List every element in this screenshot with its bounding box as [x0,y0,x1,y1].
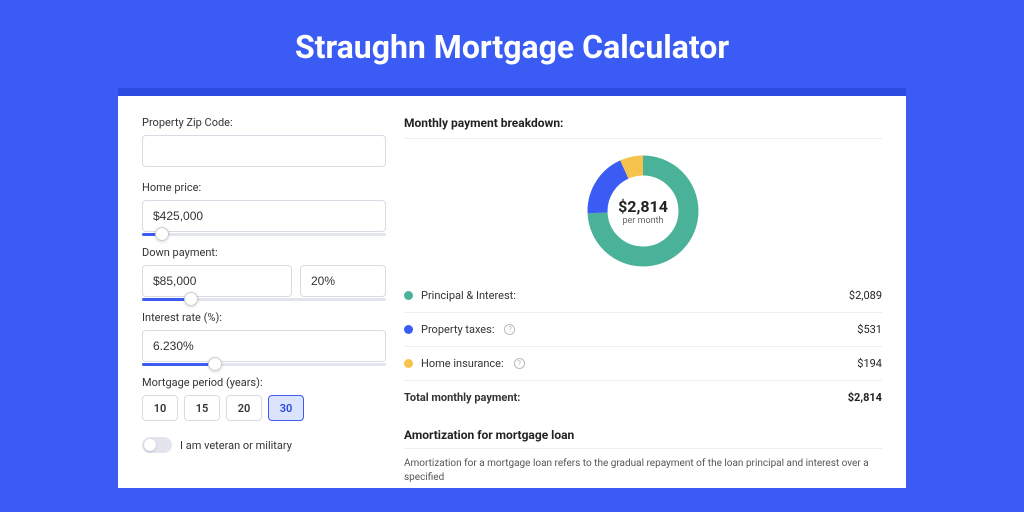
legend-row: Home insurance:? $194 [404,347,882,381]
zip-label: Property Zip Code: [142,116,386,129]
legend-dot [404,291,413,300]
legend-dot [404,325,413,334]
help-icon[interactable]: ? [504,324,515,335]
down-payment-label: Down payment: [142,246,386,259]
donut-sub: per month [622,216,663,226]
down-payment-field: Down payment: [142,246,386,297]
breakdown-heading: Monthly payment breakdown: [404,116,882,139]
page-title: Straughn Mortgage Calculator [0,0,1024,88]
total-label: Total monthly payment: [404,391,520,404]
home-price-slider[interactable] [142,233,386,236]
home-price-field: Home price: [142,181,386,232]
donut-amount: $2,814 [618,197,668,216]
help-icon[interactable]: ? [514,358,525,369]
legend-dot [404,359,413,368]
total-value: $2,814 [848,391,882,404]
interest-rate-slider[interactable] [142,363,386,366]
legend-value: $531 [857,323,882,336]
legend-label: Home insurance: [421,357,504,370]
down-payment-slider[interactable] [142,298,386,301]
zip-input[interactable] [142,135,386,167]
interest-rate-input[interactable] [142,330,386,362]
interest-rate-label: Interest rate (%): [142,311,386,324]
period-field: Mortgage period (years): 10152030 [142,376,386,421]
amortization-text: Amortization for a mortgage loan refers … [404,457,882,485]
down-payment-input[interactable] [142,265,292,297]
inputs-column: Property Zip Code: Home price: Down paym… [142,116,386,488]
amortization-heading: Amortization for mortgage loan [404,428,882,449]
donut-chart: $2,814 per month [404,139,882,279]
period-option-30[interactable]: 30 [268,395,304,421]
legend-value: $194 [857,357,882,370]
home-price-input[interactable] [142,200,386,232]
interest-rate-field: Interest rate (%): [142,311,386,362]
home-price-label: Home price: [142,181,386,194]
veteran-label: I am veteran or military [180,439,292,452]
total-row: Total monthly payment: $2,814 [404,381,882,414]
legend-label: Property taxes: [421,323,494,336]
legend-value: $2,089 [849,289,882,302]
period-option-10[interactable]: 10 [142,395,178,421]
legend-label: Principal & Interest: [421,289,516,302]
breakdown-column: Monthly payment breakdown: $2,814 per mo… [404,116,882,488]
veteran-toggle[interactable] [142,437,172,453]
legend-row: Property taxes:? $531 [404,313,882,347]
legend-row: Principal & Interest: $2,089 [404,279,882,313]
period-option-15[interactable]: 15 [184,395,220,421]
period-label: Mortgage period (years): [142,376,386,389]
period-option-20[interactable]: 20 [226,395,262,421]
down-payment-pct-input[interactable] [300,265,386,297]
veteran-row: I am veteran or military [142,437,386,453]
calculator-panel: Property Zip Code: Home price: Down paym… [118,88,906,488]
zip-field: Property Zip Code: [142,116,386,167]
